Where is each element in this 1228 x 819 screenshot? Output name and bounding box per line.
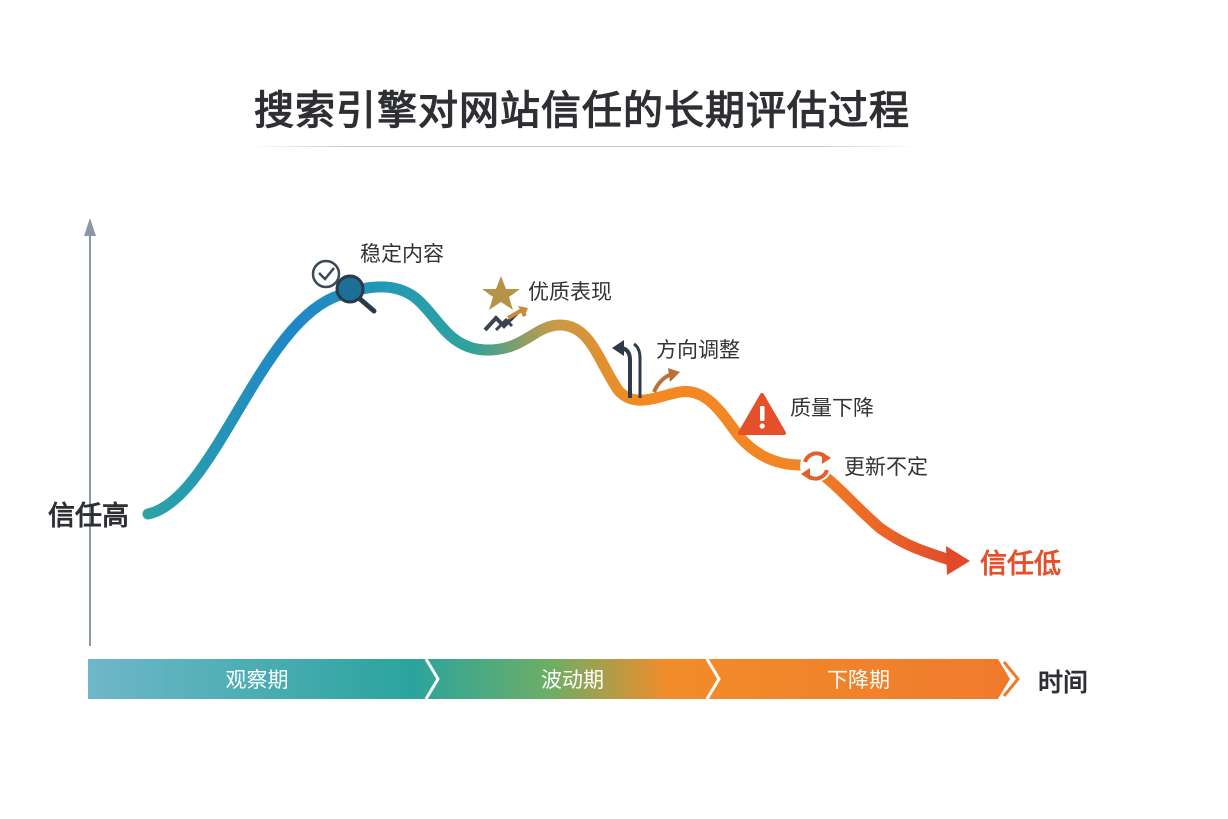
- star-trend-icon: [482, 276, 528, 332]
- milestone-label: 稳定内容: [360, 242, 444, 266]
- page-title: 搜索引擎对网站信任的长期评估过程: [254, 88, 910, 134]
- curve-end-arrowhead: [946, 546, 970, 575]
- y-high-label: 信任高: [48, 501, 129, 532]
- phase-label: 波动期: [541, 668, 604, 692]
- milestone-label: 优质表现: [528, 280, 612, 304]
- phase-label: 观察期: [225, 668, 289, 692]
- milestone-label: 方向调整: [656, 338, 740, 362]
- refresh-icon: [800, 450, 832, 482]
- title-divider: [248, 146, 916, 147]
- milestone-label: 更新不定: [844, 455, 928, 479]
- milestone-label: 质量下降: [790, 396, 874, 420]
- warning-icon: [738, 393, 786, 435]
- phase-separator: [705, 658, 721, 700]
- end-label: 信任低: [980, 549, 1061, 580]
- phase-label: 下降期: [827, 668, 890, 692]
- y-axis: [84, 218, 96, 646]
- phase-band: [88, 659, 1010, 699]
- magnifier-check-icon: [311, 259, 377, 314]
- time-arrow-chevron: [1002, 661, 1020, 697]
- trust-curve: [142, 281, 956, 566]
- phase-separator: [424, 658, 440, 700]
- phase-bar: [88, 658, 1020, 700]
- direction-arrows-icon: [612, 340, 680, 398]
- x-axis-label: 时间: [1038, 668, 1089, 697]
